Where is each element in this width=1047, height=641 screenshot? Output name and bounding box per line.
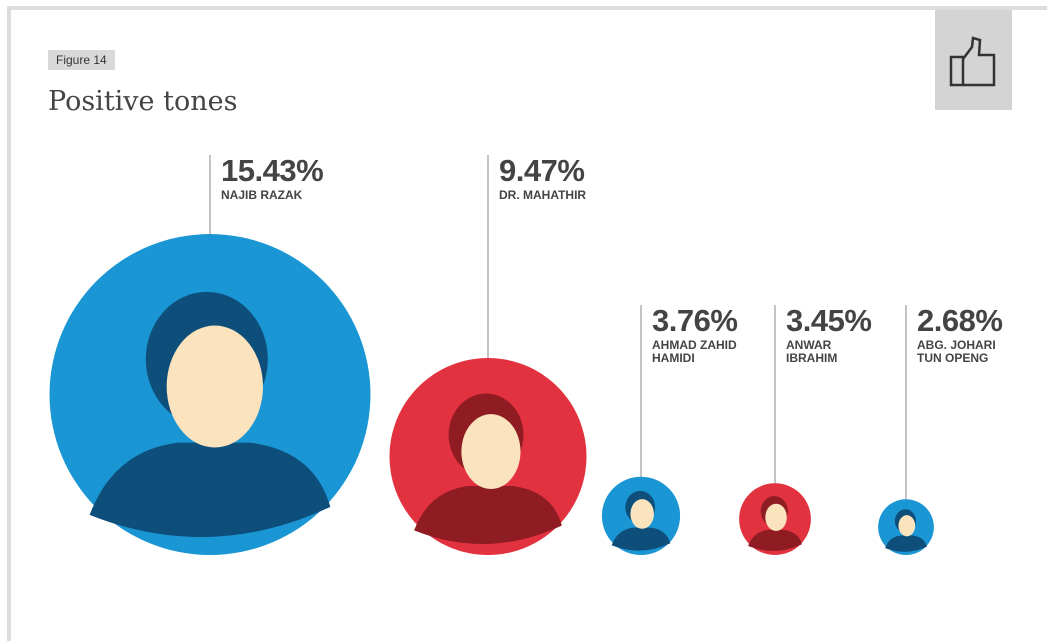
portrait-shoulders — [611, 527, 671, 551]
category-label: ANWAR IBRAHIM — [786, 338, 838, 365]
portrait-shoulders — [885, 535, 927, 552]
portrait-face — [898, 515, 916, 537]
chart-title: Positive tones — [48, 86, 238, 117]
value-label: 3.76% — [652, 303, 738, 338]
thumbs-up-icon — [949, 36, 996, 87]
data-label: 15.43% NAJIB RAZAK — [221, 153, 324, 202]
value-label: 9.47% — [499, 153, 585, 188]
portrait-shoulders — [89, 442, 331, 538]
figure-label: Figure 14 — [48, 50, 115, 70]
value-label: 2.68% — [917, 303, 1003, 338]
value-label: 15.43% — [221, 153, 324, 188]
portrait-face — [166, 325, 263, 448]
portrait-face — [765, 503, 787, 531]
portrait-shoulders — [748, 529, 802, 551]
portrait-face — [630, 499, 654, 529]
category-label: DR. MAHATHIR — [499, 188, 587, 202]
data-label: 9.47% DR. MAHATHIR — [499, 155, 586, 202]
frame — [7, 6, 1047, 641]
value-label: 3.45% — [786, 303, 872, 338]
icon-box — [935, 10, 1012, 110]
data-label: 3.76% AHMAD ZAHID HAMIDI — [652, 303, 738, 365]
data-label: 2.68% ABG. JOHARI TUN OPENG — [917, 303, 1003, 365]
category-label: AHMAD ZAHID HAMIDI — [652, 338, 737, 365]
category-label: ABG. JOHARI TUN OPENG — [917, 338, 996, 365]
portrait-face — [461, 414, 521, 490]
portrait-shoulders — [414, 486, 562, 545]
data-label: 3.45% ANWAR IBRAHIM — [786, 303, 872, 365]
category-label: NAJIB RAZAK — [221, 188, 303, 202]
